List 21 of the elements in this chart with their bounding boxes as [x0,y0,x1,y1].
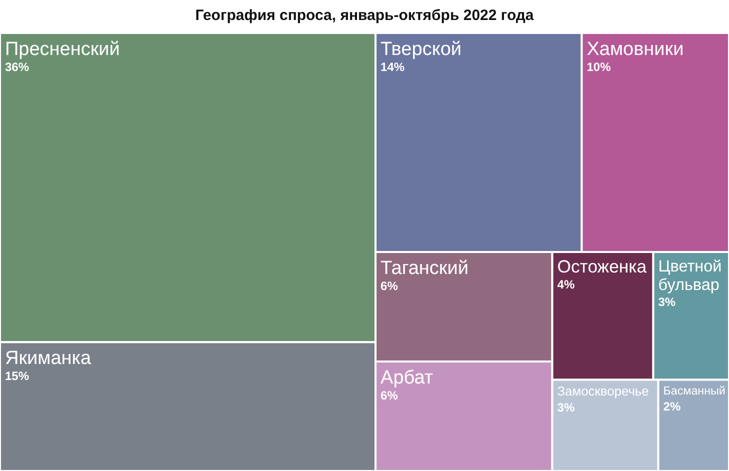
text: География спроса, январь-октябрь 2022 года [195,7,534,24]
data-label: 2% [663,399,681,414]
data-label: 6% [380,279,398,293]
data-label: 3% [658,294,676,309]
category-label: Пресненский [5,39,120,60]
data-label: 6% [380,388,398,402]
category-label: Басманный [663,384,726,398]
category-label: Якиманка [5,348,92,370]
category-label: Цветной бульвар [658,257,722,294]
category-label: Хамовники [586,39,684,60]
category-label: Таганский [380,258,468,279]
data-label: 10% [586,60,612,74]
category-label: Остоженка [557,256,647,277]
data-label: 3% [557,400,575,415]
data-label: 4% [557,278,575,292]
data-label: 15% [5,369,30,384]
data-label: 14% [380,60,405,74]
category-label: Замоскворечье [557,384,649,399]
category-label: Тверской [380,39,462,60]
category-label: Арбат [380,368,434,388]
data-label: 36% [5,60,30,74]
